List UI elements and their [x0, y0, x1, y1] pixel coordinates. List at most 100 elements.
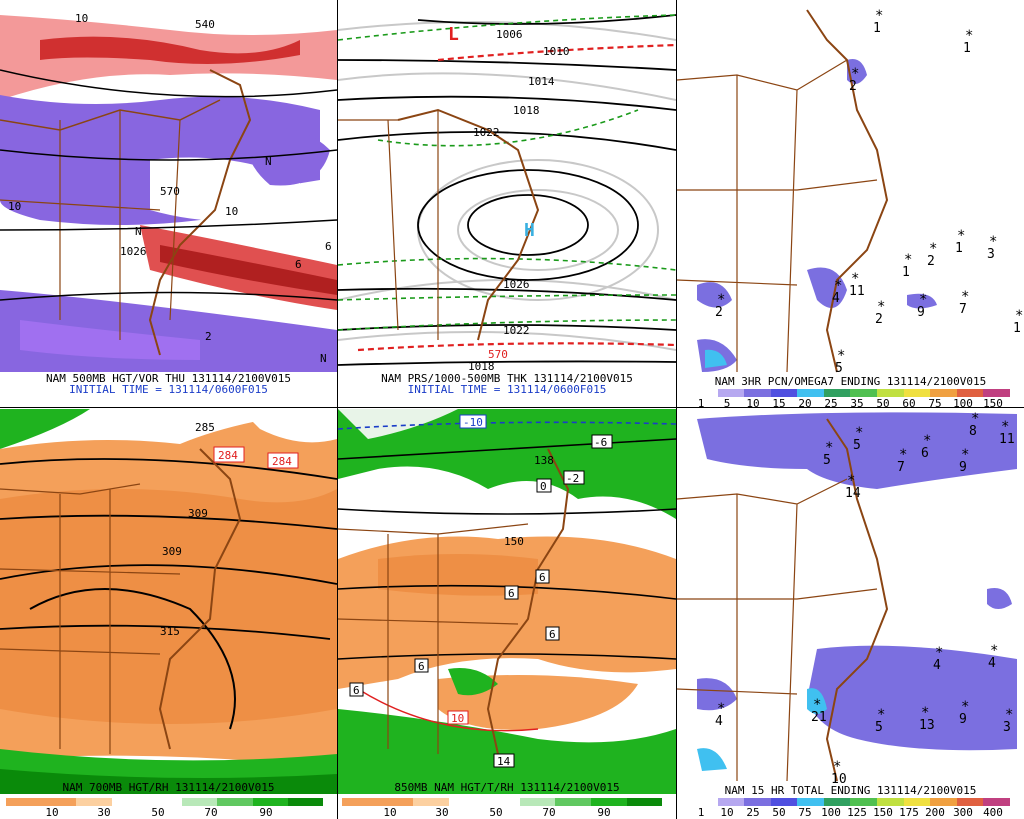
color-bar	[342, 798, 663, 806]
panel-divider	[337, 0, 338, 819]
precip-mark: 21	[811, 710, 827, 725]
snow-icon: *	[855, 425, 863, 441]
precip-mark: 13	[919, 718, 935, 733]
rh700-map: 285 284 284 309 309 315	[0, 409, 337, 819]
snow-icon: *	[965, 28, 973, 44]
snow-icon: *	[834, 278, 842, 294]
tick: 30	[435, 806, 449, 819]
tick: 300	[953, 806, 973, 819]
vort-label: 6	[295, 258, 302, 271]
precip-mark: 3	[987, 247, 995, 262]
snow-icon: *	[919, 292, 927, 308]
panel-850mb-temp-rh: -10 -6 138 0 -2 150 6 6 6 6 6 10 14 850M…	[338, 409, 676, 819]
precip-mark: 5	[835, 361, 843, 376]
snow-icon: *	[929, 241, 937, 257]
tick: 1	[697, 806, 705, 819]
tick: 20	[798, 397, 812, 408]
temp-label: -6	[594, 436, 607, 449]
panel-divider	[0, 407, 1024, 408]
precip-mark: 6	[921, 446, 929, 461]
precip-mark: 7	[959, 302, 967, 317]
precip-mark: 5	[853, 438, 861, 453]
tick: 50	[151, 806, 165, 819]
tick: 5	[723, 397, 731, 408]
precip-mark: 9	[917, 305, 925, 320]
total-precip-map: 5 5 7 6 9 8 11 14 4 4 4 21 5 13 9 3 10 *…	[677, 409, 1024, 819]
precip-mark: 1	[955, 241, 963, 256]
tick: 200	[925, 806, 945, 819]
precip-mark: 4	[933, 658, 941, 673]
temp-label: 284	[218, 449, 238, 462]
precip-mark: 9	[959, 460, 967, 475]
snow-icon: *	[989, 234, 997, 250]
snow-icon: *	[851, 66, 859, 82]
precip-mark: 5	[823, 453, 831, 468]
temp-label: 14	[497, 755, 511, 768]
precip-mark: 2	[875, 312, 883, 327]
snow-icon: *	[921, 705, 929, 721]
snow-icon: *	[837, 348, 845, 364]
snow-icon: *	[971, 411, 979, 427]
temp-label: 6	[418, 660, 425, 673]
snow-icon: *	[961, 447, 969, 463]
precip-mark: 5	[875, 720, 883, 735]
snow-icon: *	[923, 433, 931, 449]
snow-icon: *	[961, 289, 969, 305]
tick: 25	[746, 806, 760, 819]
snow-icon: *	[899, 447, 907, 463]
snow-icon: *	[957, 228, 965, 244]
snow-icon: *	[813, 697, 821, 713]
tick: 125	[847, 806, 867, 819]
tick: 175	[899, 806, 919, 819]
panel-15hr-total-precip: 5 5 7 6 9 8 11 14 4 4 4 21 5 13 9 3 10 *…	[677, 409, 1024, 819]
thickness-label: 570	[488, 348, 508, 361]
low-center: L	[448, 24, 459, 45]
tick: 50	[876, 397, 890, 408]
contour-label: 285	[195, 421, 215, 434]
isobar-label: 1010	[543, 45, 570, 58]
precip-mark: 1	[873, 21, 881, 36]
temp-label: 10	[451, 712, 464, 725]
tick: 25	[824, 397, 838, 408]
tick: 70	[204, 806, 218, 819]
isobar-label: 1018	[513, 104, 540, 117]
temp-label: 6	[549, 628, 556, 641]
tick: 50	[772, 806, 786, 819]
precip-mark: 4	[715, 714, 723, 729]
panel-title: NAM 700MB HGT/RH 131114/2100V015	[62, 781, 275, 794]
high-center: H	[524, 220, 535, 241]
isobar-label: 1014	[528, 75, 555, 88]
snow-icon: *	[847, 473, 855, 489]
precip-mark: 2	[849, 79, 857, 94]
snow-icon: *	[877, 707, 885, 723]
isobar-label: 1006	[496, 28, 523, 41]
tick: 1	[697, 397, 705, 408]
precip-mark: 8	[969, 424, 977, 439]
contour-label: 315	[160, 625, 180, 638]
tick: 150	[983, 397, 1003, 408]
vort-center-label: N	[320, 352, 327, 365]
tick: 10	[383, 806, 397, 819]
vort-label: 10	[75, 12, 88, 25]
isobar-label: 1022	[473, 126, 500, 139]
tick: 90	[259, 806, 273, 819]
initial-time: INITIAL TIME = 131114/0600F015	[407, 383, 607, 396]
contour-label: 309	[188, 507, 208, 520]
precip-mark: 9	[959, 712, 967, 727]
precip-mark: 1	[963, 41, 971, 56]
precip-mark: 4	[988, 656, 996, 671]
precip-mark: 7	[897, 460, 905, 475]
tick: 100	[953, 397, 973, 408]
pressure-map: 1006 1010 1014 1018 1022 1026 1022 1018 …	[338, 0, 676, 407]
tick: 35	[850, 397, 864, 408]
precip-mark: 14	[845, 486, 861, 501]
panel-title: NAM 3HR PCN/OMEGA7 ENDING 131114/2100V01…	[714, 375, 987, 388]
tick: 150	[873, 806, 893, 819]
panel-title: 850MB NAM HGT/T/RH 131114/2100V015	[394, 781, 620, 794]
temp-label: 284	[272, 455, 292, 468]
precip-mark: 1	[902, 265, 910, 280]
panel-pressure-thickness: 1006 1010 1014 1018 1022 1026 1022 1018 …	[338, 0, 676, 407]
precip-mark: 4	[832, 291, 840, 306]
temp-label: 6	[539, 571, 546, 584]
contour-label: 309	[162, 545, 182, 558]
